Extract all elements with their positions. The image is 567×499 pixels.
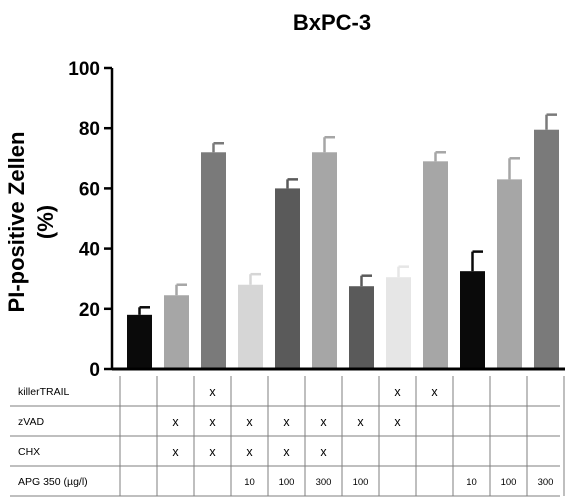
table-cell-mark: x [246, 415, 253, 429]
table-cell-mark: x [209, 445, 216, 459]
condition-table: killerTRAIL x x x zVAD x x x x x x x CHX x x x x x APG 350… [10, 376, 565, 497]
y-tick-label: 40 [79, 240, 100, 261]
table-cell-mark: x [431, 385, 438, 399]
bar [349, 286, 374, 369]
y-axis-label: PI-positive Zellen (%) [4, 132, 58, 313]
y-tick-label: 100 [68, 59, 100, 80]
table-row-label: zVAD [18, 416, 44, 428]
y-axis-label-line-2: (%) [33, 205, 58, 239]
table-row-label: CHX [18, 446, 40, 458]
y-tick-label: 60 [79, 179, 100, 200]
table-cell-mark: x [394, 385, 401, 399]
bar [423, 161, 448, 369]
table-cell-mark: x [357, 415, 364, 429]
table-cell-mark: x [283, 415, 290, 429]
table-cell-value: 100 [501, 477, 517, 488]
table-cell-value: 10 [244, 477, 255, 488]
table-cell-mark: x [172, 445, 179, 459]
bar [460, 271, 485, 369]
bar [312, 152, 337, 369]
bar [534, 129, 559, 369]
table-cell-value: 100 [279, 477, 295, 488]
y-tick-label: 20 [79, 300, 100, 321]
chart-title: BxPC-3 [293, 10, 371, 35]
table-cell-mark: x [209, 415, 216, 429]
table-cell-mark: x [209, 385, 216, 399]
y-tick-label: 80 [79, 119, 100, 140]
table-row-label: killerTRAIL [18, 386, 70, 398]
table-cell-value: 300 [538, 477, 554, 488]
bar [127, 314, 152, 369]
table-cell-mark: x [283, 445, 290, 459]
table-cell-mark: x [172, 415, 179, 429]
y-tick-label: 0 [89, 360, 100, 381]
bar [164, 295, 189, 369]
y-axis-label-line-1: PI-positive Zellen [4, 132, 29, 313]
table-cell-value: 10 [466, 477, 477, 488]
bar [238, 284, 263, 369]
table-row-label: APG 350 (µg/l) [18, 476, 88, 488]
table-cell-value: 300 [316, 477, 332, 488]
table-cell-mark: x [320, 415, 327, 429]
bar [497, 179, 522, 369]
table-cell-mark: x [320, 445, 327, 459]
plot-area: 0 20 40 60 80 100 [68, 59, 565, 381]
table-cell-mark: x [394, 415, 401, 429]
table-cell-value: 100 [353, 477, 369, 488]
table-cell-mark: x [246, 445, 253, 459]
bar [275, 188, 300, 369]
bar [386, 277, 411, 369]
bar [201, 152, 226, 369]
